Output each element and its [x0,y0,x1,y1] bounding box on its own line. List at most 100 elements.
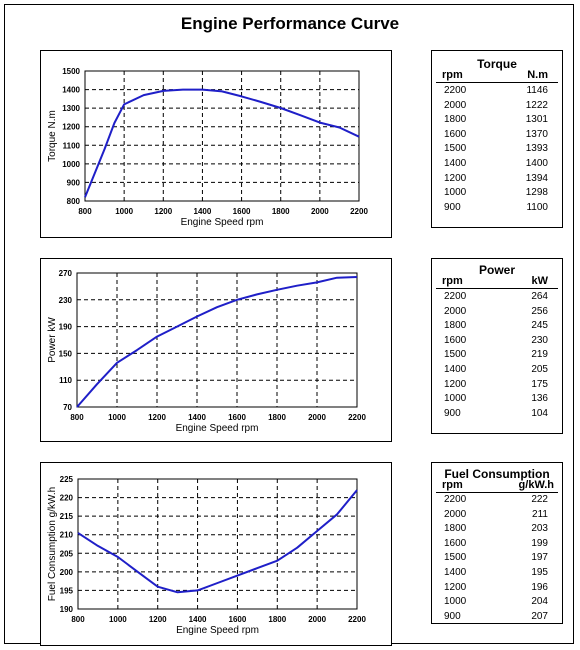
fuel-consumption-table-row: 900 207 [432,611,562,625]
fuel-consumption-table-value-header: g/kW.h [518,479,554,491]
rpm-cell: 1600 [444,537,467,549]
y-tick-label: 195 [60,586,74,595]
torque-table-row: 1800 1301 [432,114,562,128]
torque-table: Torque rpm N.m 2200 1146 2000 1222 1800 1301 1… [431,50,563,228]
torque-chart-panel: 800 1000 1200 1400 1600 1800 2000 2200 800 900 100… [40,50,392,238]
x-tick-label: 800 [70,413,84,422]
page-title: Engine Performance Curve [180,14,400,33]
value-cell: 1393 [525,143,548,155]
x-tick-label: 2200 [348,615,366,624]
value-cell: 264 [531,291,548,302]
rpm-cell: 1500 [444,552,467,564]
power-table-row: 1600 230 [432,335,562,349]
value-cell: 207 [531,610,548,622]
rpm-cell: 2000 [444,99,467,111]
value-cell: 204 [531,596,548,608]
x-tick-label: 2200 [348,413,366,422]
value-cell: 1146 [526,85,548,96]
fuel-consumption-table-rpm-header: rpm [442,479,463,491]
fuel-consumption-table-row: 1500 197 [432,552,562,566]
y-axis-label: Torque N.m [47,110,58,162]
y-tick-label: 210 [60,531,74,540]
value-cell: 222 [531,494,548,505]
torque-table-row: 2200 1146 [432,85,562,99]
torque-table-row: 2000 1222 [432,100,562,114]
y-tick-label: 225 [60,475,74,484]
rpm-cell: 1400 [444,364,467,375]
rpm-cell: 1500 [444,143,467,155]
y-tick-label: 800 [67,197,81,206]
torque-table-row: 1500 1393 [432,143,562,157]
torque-table-divider [436,82,558,83]
fuel-consumption-table-row: 1800 203 [432,523,562,537]
rpm-cell: 1800 [444,320,467,332]
rpm-cell: 1000 [444,393,467,405]
x-tick-label: 1200 [149,615,167,624]
rpm-cell: 1200 [444,581,467,593]
rpm-cell: 1800 [444,523,467,535]
torque-table-row: 1000 1298 [432,187,562,201]
power-table: Power rpm kW 2200 264 2000 256 1800 245 1600 23… [431,258,563,434]
fuel-consumption-table-row: 2000 211 [432,509,562,523]
x-tick-label: 800 [78,207,92,216]
rpm-cell: 1800 [444,114,467,126]
torque-table-row: 1600 1370 [432,129,562,143]
rpm-cell: 900 [444,201,461,213]
x-axis-label: Engine Speed rpm [176,423,259,434]
y-tick-label: 200 [60,568,74,577]
rpm-cell: 2000 [444,508,467,520]
value-cell: 1394 [525,172,548,184]
x-tick-label: 1600 [233,207,251,216]
power-table-row: 1500 219 [432,349,562,363]
torque-table-row: 1200 1394 [432,173,562,187]
value-cell: 230 [531,334,548,346]
x-tick-label: 800 [71,615,85,624]
y-tick-label: 270 [59,269,73,278]
fuel-consumption-table-row: 1600 199 [432,538,562,552]
x-tick-label: 2000 [311,207,329,216]
fuel-consumption-table-row: 1000 204 [432,596,562,610]
power-table-row: 1800 245 [432,320,562,334]
x-tick-label: 1400 [189,615,207,624]
fuel-consumption-chart-panel: 800 1000 1200 1400 1600 1800 2000 2200 190 195 200… [40,462,392,646]
value-cell: 211 [532,508,548,520]
y-tick-label: 1100 [63,141,81,150]
fuel-consumption-table-title: Fuel Consumption [444,467,550,481]
rpm-cell: 1200 [444,172,467,184]
y-tick-label: 150 [59,349,73,358]
fuel-consumption-table-row: 1200 196 [432,582,562,596]
power-table-rpm-header: rpm [442,275,463,287]
x-tick-label: 1600 [229,615,247,624]
y-tick-label: 190 [60,605,74,614]
y-tick-label: 220 [60,494,74,503]
torque-chart: 800 1000 1200 1400 1600 1800 2000 2200 800 900 100… [47,67,368,228]
torque-table-row: 1400 1400 [432,158,562,172]
power-chart: 800 1000 1200 1400 1600 1800 2000 2200 70 110 150 1… [47,269,366,434]
y-tick-label: 70 [63,403,72,412]
y-tick-label: 1300 [62,104,80,113]
value-cell: 175 [531,378,548,390]
power-table-value-header: kW [531,275,549,287]
value-cell: 136 [531,393,548,405]
y-axis-label: Power kW [47,317,58,363]
x-tick-label: 1800 [272,207,290,216]
x-tick-label: 1000 [115,207,133,216]
rpm-cell: 1600 [444,334,467,346]
x-tick-label: 1600 [228,413,246,422]
torque-table-title: Torque [477,57,517,71]
rpm-cell: 2200 [444,291,467,302]
power-table-divider [436,288,558,289]
x-tick-label: 1800 [268,413,286,422]
rpm-cell: 1500 [444,349,467,361]
value-cell: 1370 [525,128,548,140]
x-tick-label: 1000 [108,413,126,422]
x-tick-label: 1200 [154,207,172,216]
x-tick-label: 1200 [148,413,166,422]
torque-curve [84,88,360,198]
y-axis-label: Fuel Consumption g/kW.h [47,487,58,602]
value-cell: 256 [531,305,548,317]
value-cell: 197 [531,552,548,564]
x-tick-label: 2200 [350,207,368,216]
power-table-title: Power [478,263,515,277]
fuel-consumption-table: Fuel Consumption rpm g/kW.h 2200 222 2000 2… [431,462,563,624]
